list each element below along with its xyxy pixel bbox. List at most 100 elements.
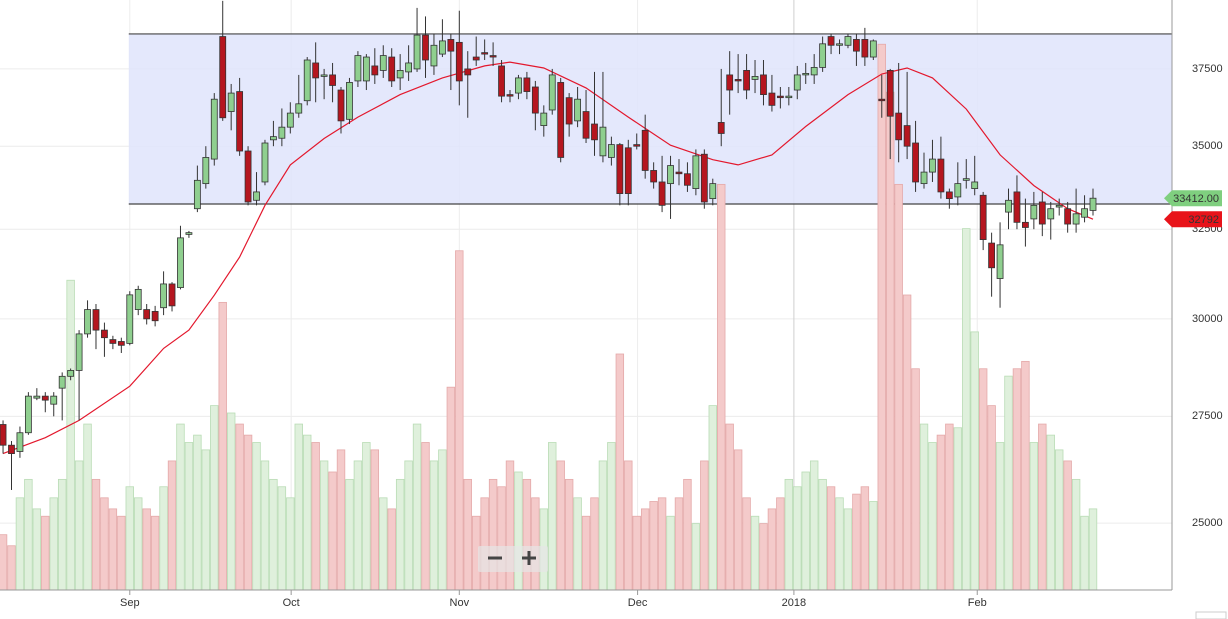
volume-bar xyxy=(860,486,870,591)
volume-bar xyxy=(793,486,802,591)
candle-body xyxy=(447,39,455,52)
candle-body xyxy=(439,40,446,55)
volume-bar xyxy=(742,497,751,591)
candle-body xyxy=(599,126,607,157)
candle-body xyxy=(709,183,717,200)
volume-bar xyxy=(531,497,540,591)
volume-bar xyxy=(826,486,836,591)
volume-bar xyxy=(522,478,532,591)
volume-bar xyxy=(835,497,844,591)
volume-bar xyxy=(615,353,625,591)
y-tick-label: 30000 xyxy=(1192,313,1223,325)
candle-body xyxy=(16,432,24,452)
x-tick-label: Sep xyxy=(120,597,140,609)
volume-bar xyxy=(640,508,650,591)
volume-bar xyxy=(725,423,734,591)
volume-bar xyxy=(404,460,413,591)
volume-bar xyxy=(843,508,853,591)
candle-body xyxy=(971,181,979,189)
volume-bar xyxy=(480,497,489,591)
volume-bar xyxy=(362,442,371,591)
volume-bar xyxy=(818,478,827,591)
candle-body xyxy=(379,55,387,71)
volume-bar xyxy=(497,486,506,591)
candle-body xyxy=(802,73,810,76)
volume-bar xyxy=(117,515,126,591)
volume-bar xyxy=(345,478,354,591)
candle-body xyxy=(236,91,244,152)
volume-bar xyxy=(184,442,194,591)
candle-body xyxy=(0,424,7,446)
candle-body xyxy=(371,65,379,76)
candle-body xyxy=(1038,201,1046,225)
volume-bar xyxy=(919,423,929,591)
volume-bar xyxy=(24,478,33,591)
candle-body xyxy=(650,170,658,183)
volume-bar xyxy=(869,501,878,591)
volume-bar xyxy=(590,497,599,591)
volume-bar xyxy=(1071,478,1081,591)
candle-body xyxy=(1005,199,1012,213)
candle-body xyxy=(1064,208,1072,225)
volume-bar xyxy=(303,434,312,591)
candle-body xyxy=(886,70,894,117)
candle-body xyxy=(1089,197,1097,211)
volume-bar xyxy=(429,460,439,591)
volume-bar xyxy=(243,434,253,591)
volume-bar xyxy=(353,460,363,591)
volume-bar xyxy=(395,478,405,591)
x-tick-label: Oct xyxy=(283,597,300,609)
volume-bar xyxy=(953,427,963,591)
volume-bar xyxy=(700,460,709,591)
volume-bar xyxy=(201,449,211,591)
volume-bar xyxy=(1004,375,1013,591)
candle-body xyxy=(472,56,480,61)
volume-bar xyxy=(421,442,430,591)
candle-body xyxy=(996,244,1004,279)
candle-body xyxy=(903,125,911,147)
volume-bar xyxy=(759,523,768,591)
volume-bar xyxy=(894,183,903,591)
volume-bar xyxy=(57,478,67,591)
volume-bar xyxy=(32,508,42,591)
candle-body xyxy=(185,232,193,235)
candle-body xyxy=(979,194,987,240)
candle-body xyxy=(24,395,32,434)
candle-body xyxy=(227,92,235,112)
candle-body xyxy=(844,36,852,46)
candle-body xyxy=(396,70,404,79)
candle-body xyxy=(430,44,438,67)
volume-bar xyxy=(564,478,574,591)
volume-bar xyxy=(235,423,244,591)
candle-body xyxy=(278,126,286,139)
volume-bar xyxy=(134,497,143,591)
volume-bar xyxy=(74,460,84,591)
volume-bar xyxy=(607,442,616,591)
volume-bar xyxy=(632,515,641,591)
volume-bar xyxy=(252,442,261,591)
volume-bar xyxy=(319,460,329,591)
candle-body xyxy=(244,150,252,203)
volume-bar xyxy=(142,508,151,591)
candle-body xyxy=(1022,221,1029,228)
candle-body xyxy=(329,74,336,86)
volume-bar xyxy=(167,460,177,591)
volume-bar xyxy=(218,301,227,591)
volume-bar xyxy=(809,460,819,591)
volume-bar xyxy=(717,183,726,591)
candle-body xyxy=(261,142,269,183)
volume-bar xyxy=(455,250,464,591)
x-tick-label: Dec xyxy=(628,597,648,609)
price-tag xyxy=(1164,211,1222,228)
candle-body xyxy=(895,112,903,141)
volume-bar xyxy=(379,497,388,591)
candle-body xyxy=(464,68,472,76)
candle-body xyxy=(819,43,827,68)
candle-body xyxy=(751,76,759,80)
volume-bar xyxy=(226,412,236,591)
volume-bar xyxy=(1012,368,1022,591)
candle-body xyxy=(988,242,996,269)
volume-bar xyxy=(210,405,219,591)
candle-body xyxy=(785,95,793,99)
